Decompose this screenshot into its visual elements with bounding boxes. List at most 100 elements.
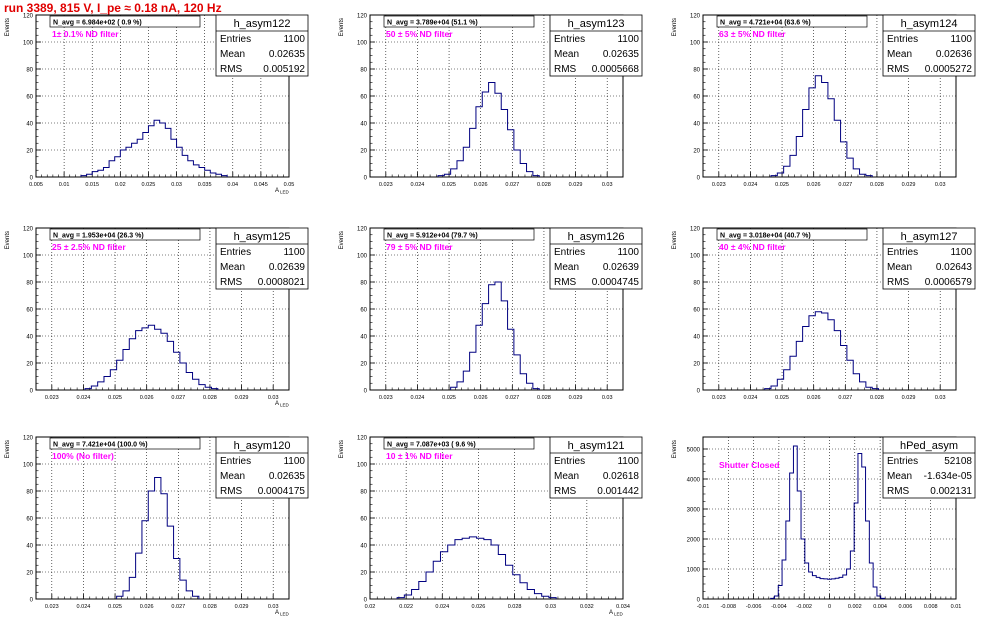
stats-label: Entries (220, 456, 251, 467)
stats-box: h_asym127 Entries 1100 Mean 0.02643 RMS 0.0006… (882, 227, 976, 290)
x-tick-label: 0.026 (474, 395, 488, 401)
x-tick-label: 0.02 (365, 604, 376, 610)
panel-hPed_asym: 0 1000 2000 3000 4000 5000 -0.01 -0.008 -0.006 -0… (672, 436, 976, 610)
stats-label: Entries (887, 247, 918, 258)
x-tick-label: 0.025 (442, 395, 456, 401)
panel-h_asym125: 0 20 40 60 80 100 120 0.023 0.024 0.025 0.026 0.027… (5, 227, 309, 408)
x-tick-label: 0 (828, 604, 831, 610)
y-tick-label: 20 (693, 362, 700, 368)
x-tick-label: 0.023 (45, 395, 59, 401)
x-tick-label: 0.035 (198, 182, 212, 188)
x-tick-label: 0.024 (744, 182, 758, 188)
stats-label: Mean (887, 49, 912, 60)
navg-text: N_avg = 6.984e+02 ( 0.9 %) (53, 20, 142, 27)
x-tick-label: 0.023 (379, 395, 393, 401)
stats-value: 1100 (950, 247, 972, 258)
x-tick-label: 0.029 (235, 395, 249, 401)
x-tick-label: 0.008 (924, 604, 938, 610)
panel-h_asym126: 0 20 40 60 80 100 120 0.023 0.024 0.025 0.026 0.027… (339, 227, 643, 401)
stats-label: Entries (554, 34, 585, 45)
x-tick-label: 0.025 (142, 182, 156, 188)
y-tick-label: 40 (360, 122, 367, 128)
x-tick-label: 0.006 (899, 604, 913, 610)
y-tick-label: 120 (357, 227, 368, 233)
x-tick-label: 0.05 (284, 182, 295, 188)
x-tick-label: 0.026 (472, 604, 486, 610)
x-tick-label: 0.023 (712, 395, 726, 401)
x-tick-label: 0.029 (569, 182, 583, 188)
stats-value: 0.005192 (263, 64, 305, 75)
x-tick-label: 0.023 (379, 182, 393, 188)
stats-label: Mean (220, 262, 245, 273)
x-tick-label: 0.01 (951, 604, 962, 610)
y-tick-label: 60 (693, 95, 700, 101)
stats-frame (549, 14, 643, 77)
y-tick-label: 100 (357, 463, 368, 469)
y-tick-label: 80 (693, 68, 700, 74)
stats-value: 0.0008021 (258, 277, 306, 288)
y-axis-label: Events (5, 440, 11, 458)
y-tick-label: 120 (690, 14, 701, 20)
x-tick-label: 0.032 (580, 604, 594, 610)
y-tick-label: 80 (26, 68, 33, 74)
y-tick-label: 0 (364, 389, 368, 395)
histogram-line (764, 311, 880, 390)
y-tick-label: 1000 (687, 568, 701, 574)
panel-h_asym123: 0 20 40 60 80 100 120 0.023 0.024 0.025 0.026 0.027… (339, 14, 643, 188)
x-tick-label: -0.002 (796, 604, 812, 610)
x-tick-label: 0.015 (85, 182, 99, 188)
stats-label: Mean (220, 471, 245, 482)
panel-h_asym120: 0 20 40 60 80 100 120 0.023 0.024 0.025 0.026 0.027… (5, 436, 309, 617)
y-axis-label: Events (672, 231, 678, 249)
stats-label: RMS (554, 277, 577, 288)
navg-box: N_avg = 3.789e+04 (51.1 %) (383, 15, 535, 28)
stats-value: 1100 (950, 34, 972, 45)
x-tick-label: 0.029 (902, 395, 916, 401)
x-tick-label: 0.025 (775, 395, 789, 401)
stats-frame (882, 14, 976, 77)
stats-box: h_asym123 Entries 1100 Mean 0.02635 RMS 0.0005… (549, 14, 643, 77)
histogram-line (396, 536, 557, 599)
x-tick-label: 0.026 (807, 395, 821, 401)
stats-title: h_asym122 (234, 18, 291, 30)
x-tick-label: 0.028 (870, 395, 884, 401)
x-tick-label: 0.03 (171, 182, 182, 188)
y-tick-label: 120 (357, 436, 368, 442)
x-tick-label: 0.025 (108, 395, 122, 401)
x-tick-label: -0.006 (746, 604, 762, 610)
y-tick-label: 120 (357, 14, 368, 20)
x-tick-label: 0.01 (59, 182, 70, 188)
y-tick-label: 100 (357, 254, 368, 260)
stats-value: 1100 (283, 456, 305, 467)
stats-label: Mean (554, 262, 579, 273)
stats-label: RMS (554, 64, 577, 75)
x-tick-label: 0.03 (268, 604, 279, 610)
y-tick-label: 20 (360, 149, 367, 155)
stats-value: 1100 (283, 34, 305, 45)
stats-value: 0.002131 (930, 486, 972, 497)
y-axis-label: Events (672, 440, 678, 458)
stats-label: Entries (554, 456, 585, 467)
stats-box: h_asym125 Entries 1100 Mean 0.02639 RMS 0.0008… (215, 227, 309, 290)
y-tick-label: 80 (26, 281, 33, 287)
y-tick-label: 80 (360, 281, 367, 287)
x-tick-label: 0.027 (171, 395, 185, 401)
x-tick-label: 0.03 (545, 604, 556, 610)
x-tick-label: 0.026 (140, 395, 154, 401)
y-tick-label: 80 (360, 68, 367, 74)
navg-frame (383, 15, 535, 28)
y-tick-label: 0 (30, 598, 34, 604)
y-tick-label: 40 (26, 122, 33, 128)
stats-label: Entries (554, 247, 585, 258)
y-tick-label: 20 (360, 362, 367, 368)
stats-title: h_asym127 (901, 231, 958, 243)
stats-label: RMS (220, 486, 243, 497)
stats-frame (882, 436, 976, 499)
stats-label: Mean (554, 471, 579, 482)
x-tick-label: 0.023 (712, 182, 726, 188)
stats-label: Mean (554, 49, 579, 60)
x-tick-label: 0.03 (935, 395, 946, 401)
x-tick-label: 0.027 (505, 182, 519, 188)
navg-box: N_avg = 6.984e+02 ( 0.9 %) (49, 15, 201, 28)
y-tick-label: 0 (30, 389, 34, 395)
